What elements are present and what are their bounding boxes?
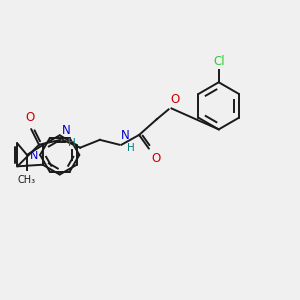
Text: H: H xyxy=(127,143,135,153)
Text: N: N xyxy=(61,124,70,137)
Text: N: N xyxy=(121,129,129,142)
Text: N: N xyxy=(30,151,38,161)
Text: O: O xyxy=(152,152,161,165)
Text: O: O xyxy=(170,94,180,106)
Text: CH₃: CH₃ xyxy=(18,175,36,184)
Text: O: O xyxy=(26,111,35,124)
Text: Cl: Cl xyxy=(213,55,224,68)
Text: H: H xyxy=(68,138,76,148)
